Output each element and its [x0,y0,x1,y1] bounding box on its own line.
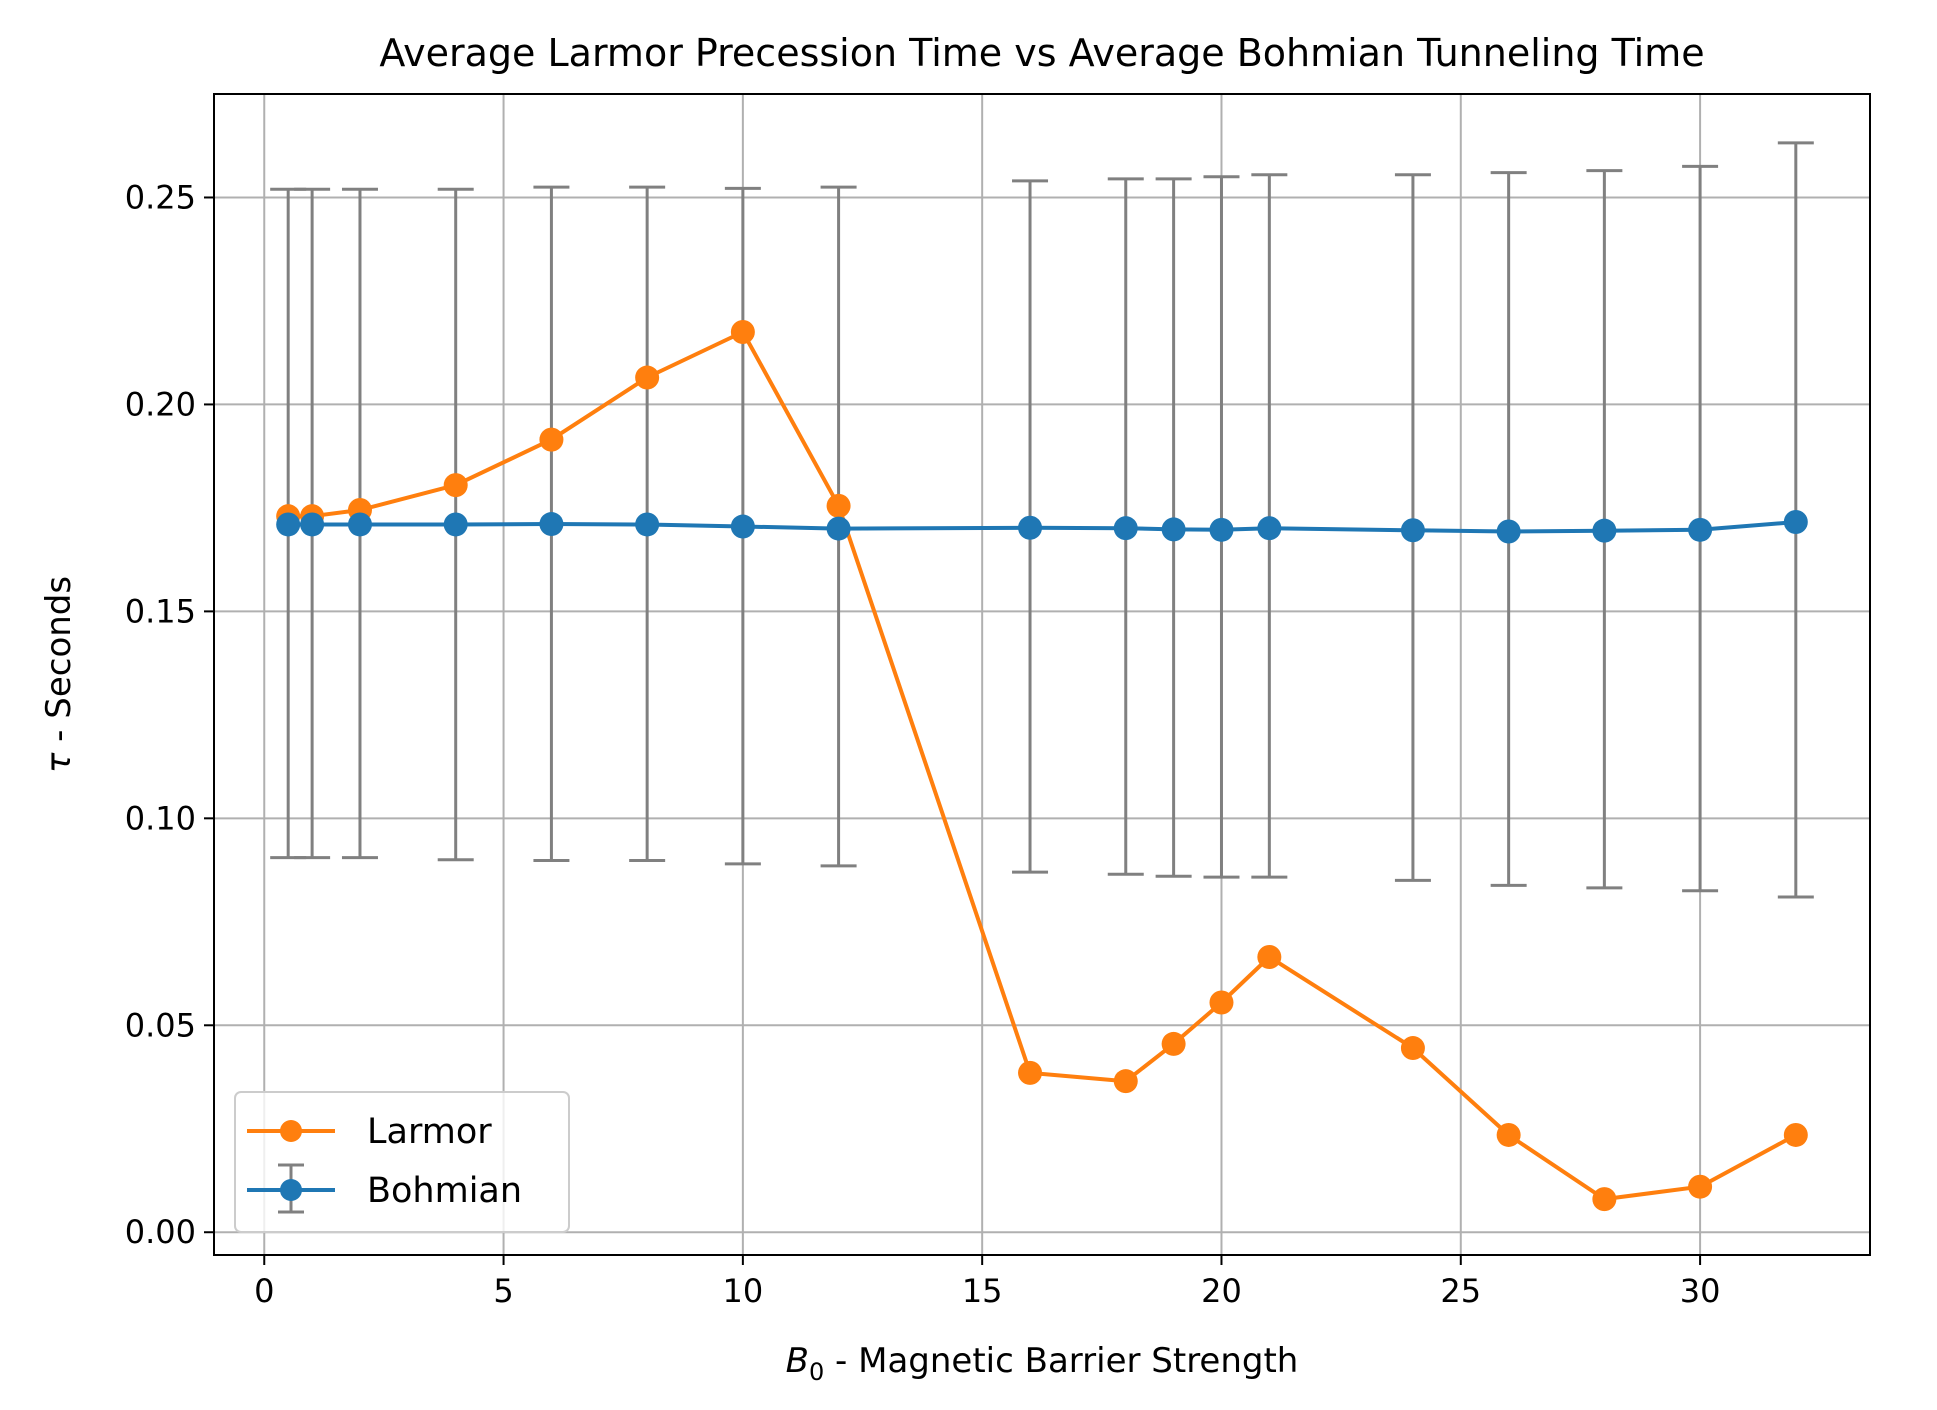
x-tick-label: 25 [1440,1272,1481,1310]
x-tick-label: 20 [1201,1272,1242,1310]
larmor-marker [1113,1069,1138,1094]
legend-larmor-label: Larmor [367,1112,492,1152]
bohmian-marker [826,516,851,541]
x-tick-label: 15 [962,1272,1003,1310]
legend-larmor-marker [280,1120,302,1142]
larmor-marker [1257,944,1282,969]
bohmian-marker [1688,517,1713,542]
larmor-marker [1783,1122,1808,1147]
y-axis-label-text: - Seconds [39,576,79,753]
bohmian-marker [1400,518,1425,543]
bohmian-marker [443,512,468,537]
bohmian-marker [1592,518,1617,543]
y-tick-label: 0.15 [125,592,196,630]
y-axis-label: τ - Seconds [39,576,79,773]
bohmian-marker [539,512,564,537]
axes-frame [213,93,1871,1256]
x-tick-label: 30 [1680,1272,1721,1310]
y-tick-label: 0.10 [125,799,196,837]
bohmian-marker [1257,516,1282,541]
x-tick-label: 0 [254,1272,274,1310]
legend-bohmian-marker [280,1179,302,1201]
larmor-marker [443,473,468,498]
x-tick-label: 10 [723,1272,764,1310]
bohmian-marker [1113,516,1138,541]
legend-bohmian-label: Bohmian [367,1171,522,1211]
bohmian-line [288,520,1796,534]
larmor-marker [826,493,851,518]
larmor-line [288,330,1797,1202]
y-tick-label: 0.05 [125,1006,196,1044]
y-tick-label: 0.25 [125,178,196,216]
bohmian-marker [1209,517,1234,542]
x-axis-label-symbol: B [786,1341,809,1381]
x-tick-label: 5 [493,1272,513,1310]
series-lines [288,330,1797,1202]
y-axis-label-symbol: τ [39,752,79,773]
x-axis-label: B0 - Magnetic Barrier Strength [786,1341,1299,1386]
x-axis-label-text: - Magnetic Barrier Strength [824,1341,1298,1381]
y-tick-label: 0.00 [125,1213,196,1251]
bohmian-marker [300,512,325,537]
y-tick-label: 0.20 [125,385,196,423]
bohmian-marker [276,512,301,537]
larmor-marker [730,319,755,344]
bohmian-marker [1496,519,1521,544]
ticks: 0 5 10 15 20 25 30 0.00 0.05 0.10 0.15 0.20 0.25 [125,178,1721,1310]
larmor-marker [1496,1122,1521,1147]
larmor-marker [539,427,564,452]
larmor-marker [1161,1031,1186,1056]
larmor-marker [1209,990,1234,1015]
larmor-marker [635,365,660,390]
bohmian-marker [1161,517,1186,542]
bohmian-marker [730,514,755,539]
chart-title: Average Larmor Precession Time vs Averag… [379,31,1704,75]
larmor-marker [1400,1036,1425,1061]
markers [276,319,1808,1212]
larmor-marker [1688,1174,1713,1199]
larmor-marker [1018,1060,1043,1085]
legend-box [234,1091,570,1233]
legend: Larmor Bohmian [234,1091,570,1233]
bohmian-marker [635,512,660,537]
x-axis-label-subscript: 0 [809,1358,824,1386]
bohmian-marker [347,512,372,537]
larmor-marker [1592,1187,1617,1212]
bohmian-marker [1783,509,1808,534]
bohmian-marker [1018,515,1043,540]
